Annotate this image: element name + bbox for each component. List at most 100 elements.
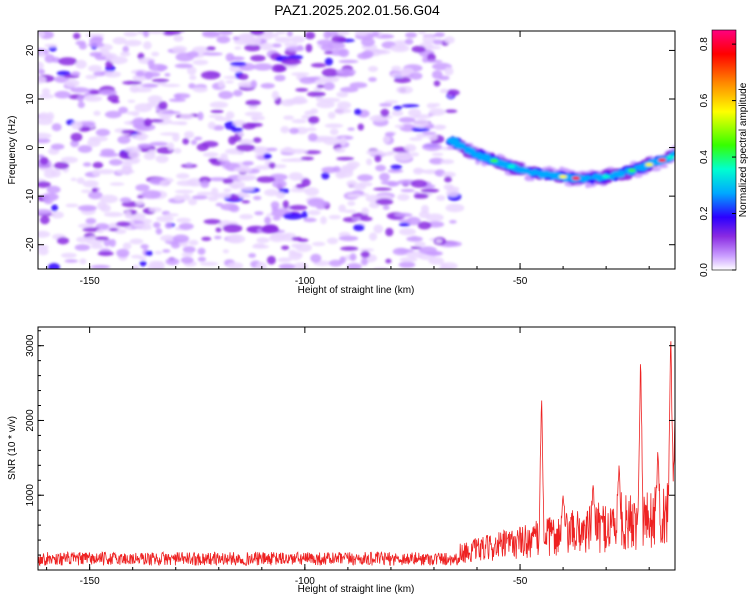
snr-x-tick-label: -50 (513, 576, 528, 587)
spectrogram-noise-blob (135, 184, 150, 192)
spectrogram-noise-blob (379, 172, 390, 182)
spectrogram-noise-blob (410, 179, 428, 188)
spectrogram-noise-blob (93, 110, 101, 116)
spectrogram-noise-blob (427, 133, 438, 141)
spectrogram-noise-blob (394, 212, 413, 218)
spectrogram-noise-blob (218, 79, 225, 89)
spectrogram-noise-blob (338, 235, 359, 242)
spectrogram-noise-blob (394, 124, 405, 128)
spectrogram-noise-blob (320, 216, 327, 225)
spectrogram-noise-blob (334, 147, 346, 153)
spectrogram-noise-blob (422, 169, 439, 175)
spectrogram-noise-blob (144, 71, 153, 80)
spectrogram-noise-blob (346, 180, 358, 187)
spectrogram-noise-blob (282, 200, 289, 209)
colorbar-tick-label: 0.0 (699, 263, 710, 277)
spectrogram-noise-blob (38, 247, 49, 256)
spectrogram-noise-blob (151, 51, 160, 57)
spectrogram-noise-blob (413, 193, 429, 199)
spectrogram-track-blob (464, 147, 470, 152)
spectrogram-noise-blob (301, 211, 308, 219)
spectrogram-noise-blob (316, 84, 325, 89)
spectrogram-noise-blob (51, 204, 59, 212)
spectrogram-noise-blob (100, 204, 111, 213)
spectrogram-noise-blob (109, 56, 128, 65)
spectrogram-noise-blob (374, 154, 382, 163)
spectrogram-noise-blob (313, 87, 323, 91)
spectrogram-x-tick-label: -100 (295, 276, 315, 287)
spectrogram-track-blob (447, 137, 459, 144)
spectrogram-noise-blob (227, 262, 244, 269)
spectrogram-noise-blob (100, 148, 115, 155)
spectrogram-noise-blob (375, 49, 391, 55)
spectrogram-noise-blob (178, 223, 194, 230)
spectrogram-noise-blob (188, 83, 196, 89)
spectrogram-noise-blob (116, 248, 130, 258)
spectrogram-noise-blob (91, 188, 98, 193)
spectrogram-noise-blob (281, 245, 290, 251)
spectrogram-noise-blob (280, 126, 290, 134)
spectrogram-noise-blob (326, 76, 339, 83)
spectrogram-noise-blob (78, 43, 87, 50)
spectrogram-noise-blob (406, 216, 421, 226)
snr-y-tick-label: 1000 (25, 484, 36, 507)
spectrogram-noise-blob (360, 258, 368, 266)
spectrogram-noise-blob (284, 42, 298, 47)
spectrogram-y-tick-label: 10 (25, 93, 36, 105)
spectrogram-noise-blob (111, 99, 120, 104)
spectrogram-noise-blob (360, 216, 373, 222)
spectrogram-noise-blob (357, 181, 373, 187)
spectrogram-noise-blob (225, 80, 234, 84)
spectrogram-noise-blob (307, 198, 326, 208)
colorbar-label: Normalized spectral amplitude (738, 82, 749, 217)
spectrogram-noise-blob (412, 114, 432, 119)
spectrogram-noise-blob (248, 253, 256, 258)
spectrogram-noise-blob (77, 223, 95, 229)
spectrogram-noise-blob (225, 111, 235, 119)
spectrogram-noise-blob (357, 174, 374, 182)
spectrogram-noise-blob (335, 106, 346, 115)
spectrogram-noise-blob (421, 204, 429, 214)
spectrogram-noise-blob (272, 216, 281, 221)
spectrogram-noise-blob (95, 128, 111, 137)
spectrogram-noise-blob (43, 169, 57, 179)
spectrogram-noise-blob (39, 156, 49, 166)
spectrogram-noise-blob (38, 244, 50, 250)
spectrogram-noise-blob (222, 249, 229, 254)
spectrogram-noise-blob (64, 259, 79, 263)
spectrogram-noise-blob (85, 74, 98, 80)
spectrogram-noise-blob (225, 53, 235, 62)
spectrogram-noise-blob (60, 156, 78, 164)
spectrogram-noise-blob (164, 222, 173, 229)
spectrogram-noise-blob (194, 136, 203, 141)
spectrogram-noise-blob (181, 193, 191, 201)
spectrogram-noise-blob (264, 216, 271, 225)
spectrogram-noise-blob (189, 75, 197, 81)
spectrogram-noise-layer (38, 31, 465, 269)
snr-y-ticks: 1000 2000 3000 (25, 330, 675, 556)
spectrogram-noise-blob (272, 179, 287, 189)
spectrogram-noise-blob (230, 184, 241, 190)
spectrogram-track-blob (497, 160, 509, 167)
spectrogram-track-blob (519, 168, 525, 174)
spectrogram-noise-blob (449, 220, 457, 224)
spectrogram-x-axis-label: Height of straight line (km) (298, 285, 415, 296)
spectrogram-noise-blob (238, 139, 254, 145)
spectrogram-noise-blob (251, 115, 265, 121)
spectrogram-noise-blob (242, 161, 254, 166)
spectrogram-noise-blob (413, 119, 430, 129)
spectrogram-noise-blob (373, 187, 392, 191)
spectrogram-noise-blob (161, 111, 181, 115)
spectrogram-noise-blob (174, 63, 193, 69)
spectrogram-noise-blob (244, 44, 261, 52)
spectrogram-noise-blob (260, 83, 275, 89)
spectrogram-noise-blob (238, 73, 249, 81)
spectrogram-noise-blob (269, 233, 286, 243)
spectrogram-noise-blob (109, 239, 116, 247)
spectrogram-noise-blob (215, 227, 222, 233)
spectrogram-noise-blob (406, 251, 424, 259)
spectrogram-noise-blob (433, 103, 441, 107)
spectrogram-noise-blob (220, 153, 229, 159)
spectrogram-noise-blob (160, 115, 171, 120)
